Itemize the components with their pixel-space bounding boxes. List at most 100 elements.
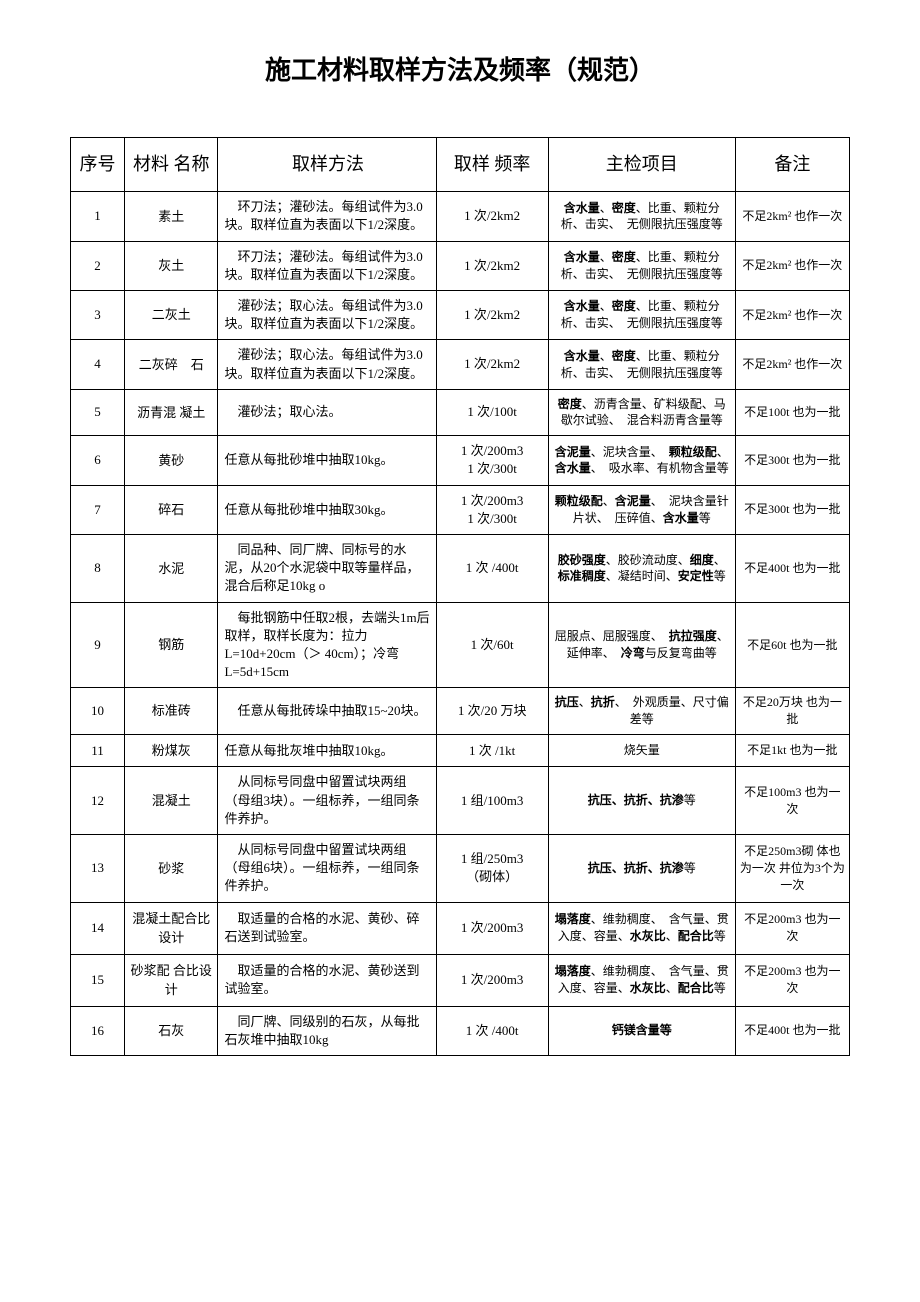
cell-note: 不足300t 也为一批 <box>735 436 849 485</box>
cell-freq: 1 次/100t <box>436 389 548 436</box>
cell-freq: 1 次 /400t <box>436 1006 548 1055</box>
cell-method: 任意从每批砖垛中抽取15~20块。 <box>218 688 436 735</box>
cell-method: 从同标号同盘中留置试块两组（母组3块）。一组标养，一组同条件养护。 <box>218 767 436 835</box>
cell-freq: 1 次/200m3 1 次/300t <box>436 485 548 534</box>
cell-index: 7 <box>71 485 125 534</box>
table-row: 15砂浆配 合比设计 取适量的合格的水泥、黄砂送到试验室。1 次/200m3塌落… <box>71 954 850 1006</box>
cell-check: 塌落度、维勃稠度、 含气量、贯入度、容量、水灰比、配合比等 <box>548 902 735 954</box>
cell-index: 1 <box>71 192 125 241</box>
cell-freq: 1 次/2km2 <box>436 340 548 389</box>
table-row: 12混凝土 从同标号同盘中留置试块两组（母组3块）。一组标养，一组同条件养护。1… <box>71 767 850 835</box>
cell-check: 含水量、密度、比重、颗粒分析、击实、 无侧限抗压强度等 <box>548 192 735 241</box>
cell-name: 素土 <box>125 192 218 241</box>
table-row: 13砂浆 从同标号同盘中留置试块两组（母组6块）。一组标养，一组同条件养护。1 … <box>71 835 850 903</box>
cell-name: 二灰碎 石 <box>125 340 218 389</box>
cell-index: 11 <box>71 734 125 767</box>
cell-check: 胶砂强度、胶砂流动度、细度、标准稠度、凝结时间、安定性等 <box>548 535 735 603</box>
header-freq: 取样 频率 <box>436 138 548 192</box>
cell-method: 取适量的合格的水泥、黄砂送到试验室。 <box>218 954 436 1006</box>
cell-method: 任意从每批砂堆中抽取30kg。 <box>218 485 436 534</box>
cell-index: 13 <box>71 835 125 903</box>
cell-check: 抗压、抗折、抗渗等 <box>548 835 735 903</box>
cell-freq: 1 次/2km2 <box>436 192 548 241</box>
cell-index: 10 <box>71 688 125 735</box>
cell-note: 不足300t 也为一批 <box>735 485 849 534</box>
table-body: 1素土 环刀法；灌砂法。每组试件为3.0块。取样位直为表面以下1/2深度。1 次… <box>71 192 850 1056</box>
cell-note: 不足100t 也为一批 <box>735 389 849 436</box>
cell-check: 含水量、密度、比重、颗粒分析、击实、 无侧限抗压强度等 <box>548 290 735 339</box>
cell-name: 混凝土 <box>125 767 218 835</box>
cell-note: 不足20万块 也为一批 <box>735 688 849 735</box>
materials-table: 序号 材料 名称 取样方法 取样 频率 主检项目 备注 1素土 环刀法；灌砂法。… <box>70 137 850 1056</box>
cell-note: 不足100m3 也为一次 <box>735 767 849 835</box>
cell-note: 不足200m3 也为一次 <box>735 902 849 954</box>
table-row: 6黄砂任意从每批砂堆中抽取10kg。1 次/200m3 1 次/300t含泥量、… <box>71 436 850 485</box>
cell-check: 抗压、抗折、 外观质量、尺寸偏差等 <box>548 688 735 735</box>
cell-name: 砂浆 <box>125 835 218 903</box>
cell-index: 6 <box>71 436 125 485</box>
cell-name: 灰土 <box>125 241 218 290</box>
cell-note: 不足2km² 也作一次 <box>735 340 849 389</box>
cell-freq: 1 次 /400t <box>436 535 548 603</box>
header-name: 材料 名称 <box>125 138 218 192</box>
cell-note: 不足200m3 也为一次 <box>735 954 849 1006</box>
cell-method: 环刀法；灌砂法。每组试件为3.0块。取样位直为表面以下1/2深度。 <box>218 192 436 241</box>
cell-method: 每批钢筋中任取2根，去端头1m后取样，取样长度为：拉力L=10d+20cm（＞ … <box>218 602 436 688</box>
table-header-row: 序号 材料 名称 取样方法 取样 频率 主检项目 备注 <box>71 138 850 192</box>
header-index: 序号 <box>71 138 125 192</box>
cell-note: 不足400t 也为一批 <box>735 535 849 603</box>
cell-name: 粉煤灰 <box>125 734 218 767</box>
cell-check: 塌落度、维勃稠度、 含气量、贯入度、容量、水灰比、配合比等 <box>548 954 735 1006</box>
cell-note: 不足2km² 也作一次 <box>735 241 849 290</box>
cell-name: 混凝土配合比设计 <box>125 902 218 954</box>
table-row: 9钢筋 每批钢筋中任取2根，去端头1m后取样，取样长度为：拉力L=10d+20c… <box>71 602 850 688</box>
table-row: 8水泥 同品种、同厂牌、同标号的水泥，从20个水泥袋中取等量样品，混合后称足10… <box>71 535 850 603</box>
cell-freq: 1 次/2km2 <box>436 290 548 339</box>
cell-note: 不足400t 也为一批 <box>735 1006 849 1055</box>
cell-index: 5 <box>71 389 125 436</box>
cell-check: 钙镁含量等 <box>548 1006 735 1055</box>
cell-freq: 1 次 /1kt <box>436 734 548 767</box>
cell-freq: 1 组/250m3 （砌体） <box>436 835 548 903</box>
cell-check: 颗粒级配、含泥量、 泥块含量针片状、 压碎值、含水量等 <box>548 485 735 534</box>
cell-name: 石灰 <box>125 1006 218 1055</box>
cell-note: 不足2km² 也作一次 <box>735 192 849 241</box>
cell-check: 密度、沥青含量、矿料级配、马歇尔试验、 混合料沥青含量等 <box>548 389 735 436</box>
cell-index: 15 <box>71 954 125 1006</box>
cell-check: 烧矢量 <box>548 734 735 767</box>
cell-check: 屈服点、屈服强度、 抗拉强度、延伸率、 冷弯与反复弯曲等 <box>548 602 735 688</box>
cell-name: 钢筋 <box>125 602 218 688</box>
cell-freq: 1 次/200m3 <box>436 902 548 954</box>
table-row: 10标准砖 任意从每批砖垛中抽取15~20块。1 次/20 万块抗压、抗折、 外… <box>71 688 850 735</box>
cell-index: 14 <box>71 902 125 954</box>
cell-freq: 1 组/100m3 <box>436 767 548 835</box>
cell-name: 砂浆配 合比设计 <box>125 954 218 1006</box>
cell-name: 二灰土 <box>125 290 218 339</box>
cell-name: 标准砖 <box>125 688 218 735</box>
table-row: 2灰土 环刀法；灌砂法。每组试件为3.0块。取样位直为表面以下1/2深度。1 次… <box>71 241 850 290</box>
cell-freq: 1 次/2km2 <box>436 241 548 290</box>
cell-check: 含泥量、泥块含量、 颗粒级配、含水量、 吸水率、有机物含量等 <box>548 436 735 485</box>
table-row: 5沥青混 凝土 灌砂法；取心法。1 次/100t密度、沥青含量、矿料级配、马歇尔… <box>71 389 850 436</box>
cell-freq: 1 次/20 万块 <box>436 688 548 735</box>
cell-method: 任意从每批砂堆中抽取10kg。 <box>218 436 436 485</box>
table-row: 3二灰土 灌砂法；取心法。每组试件为3.0块。取样位直为表面以下1/2深度。1 … <box>71 290 850 339</box>
table-row: 14混凝土配合比设计 取适量的合格的水泥、黄砂、碎石送到试验室。1 次/200m… <box>71 902 850 954</box>
table-row: 1素土 环刀法；灌砂法。每组试件为3.0块。取样位直为表面以下1/2深度。1 次… <box>71 192 850 241</box>
cell-name: 碎石 <box>125 485 218 534</box>
cell-method: 任意从每批灰堆中抽取10kg。 <box>218 734 436 767</box>
table-row: 11粉煤灰任意从每批灰堆中抽取10kg。1 次 /1kt烧矢量不足1kt 也为一… <box>71 734 850 767</box>
cell-method: 同厂牌、同级别的石灰，从每批石灰堆中抽取10kg <box>218 1006 436 1055</box>
header-method: 取样方法 <box>218 138 436 192</box>
cell-index: 3 <box>71 290 125 339</box>
cell-freq: 1 次/200m3 <box>436 954 548 1006</box>
cell-method: 灌砂法；取心法。 <box>218 389 436 436</box>
cell-index: 16 <box>71 1006 125 1055</box>
page-title: 施工材料取样方法及频率（规范） <box>70 50 850 87</box>
cell-name: 黄砂 <box>125 436 218 485</box>
cell-check: 含水量、密度、比重、颗粒分析、击实、 无侧限抗压强度等 <box>548 241 735 290</box>
cell-method: 同品种、同厂牌、同标号的水泥，从20个水泥袋中取等量样品，混合后称足10kg o <box>218 535 436 603</box>
cell-note: 不足60t 也为一批 <box>735 602 849 688</box>
cell-freq: 1 次/60t <box>436 602 548 688</box>
cell-method: 灌砂法；取心法。每组试件为3.0块。取样位直为表面以下1/2深度。 <box>218 340 436 389</box>
